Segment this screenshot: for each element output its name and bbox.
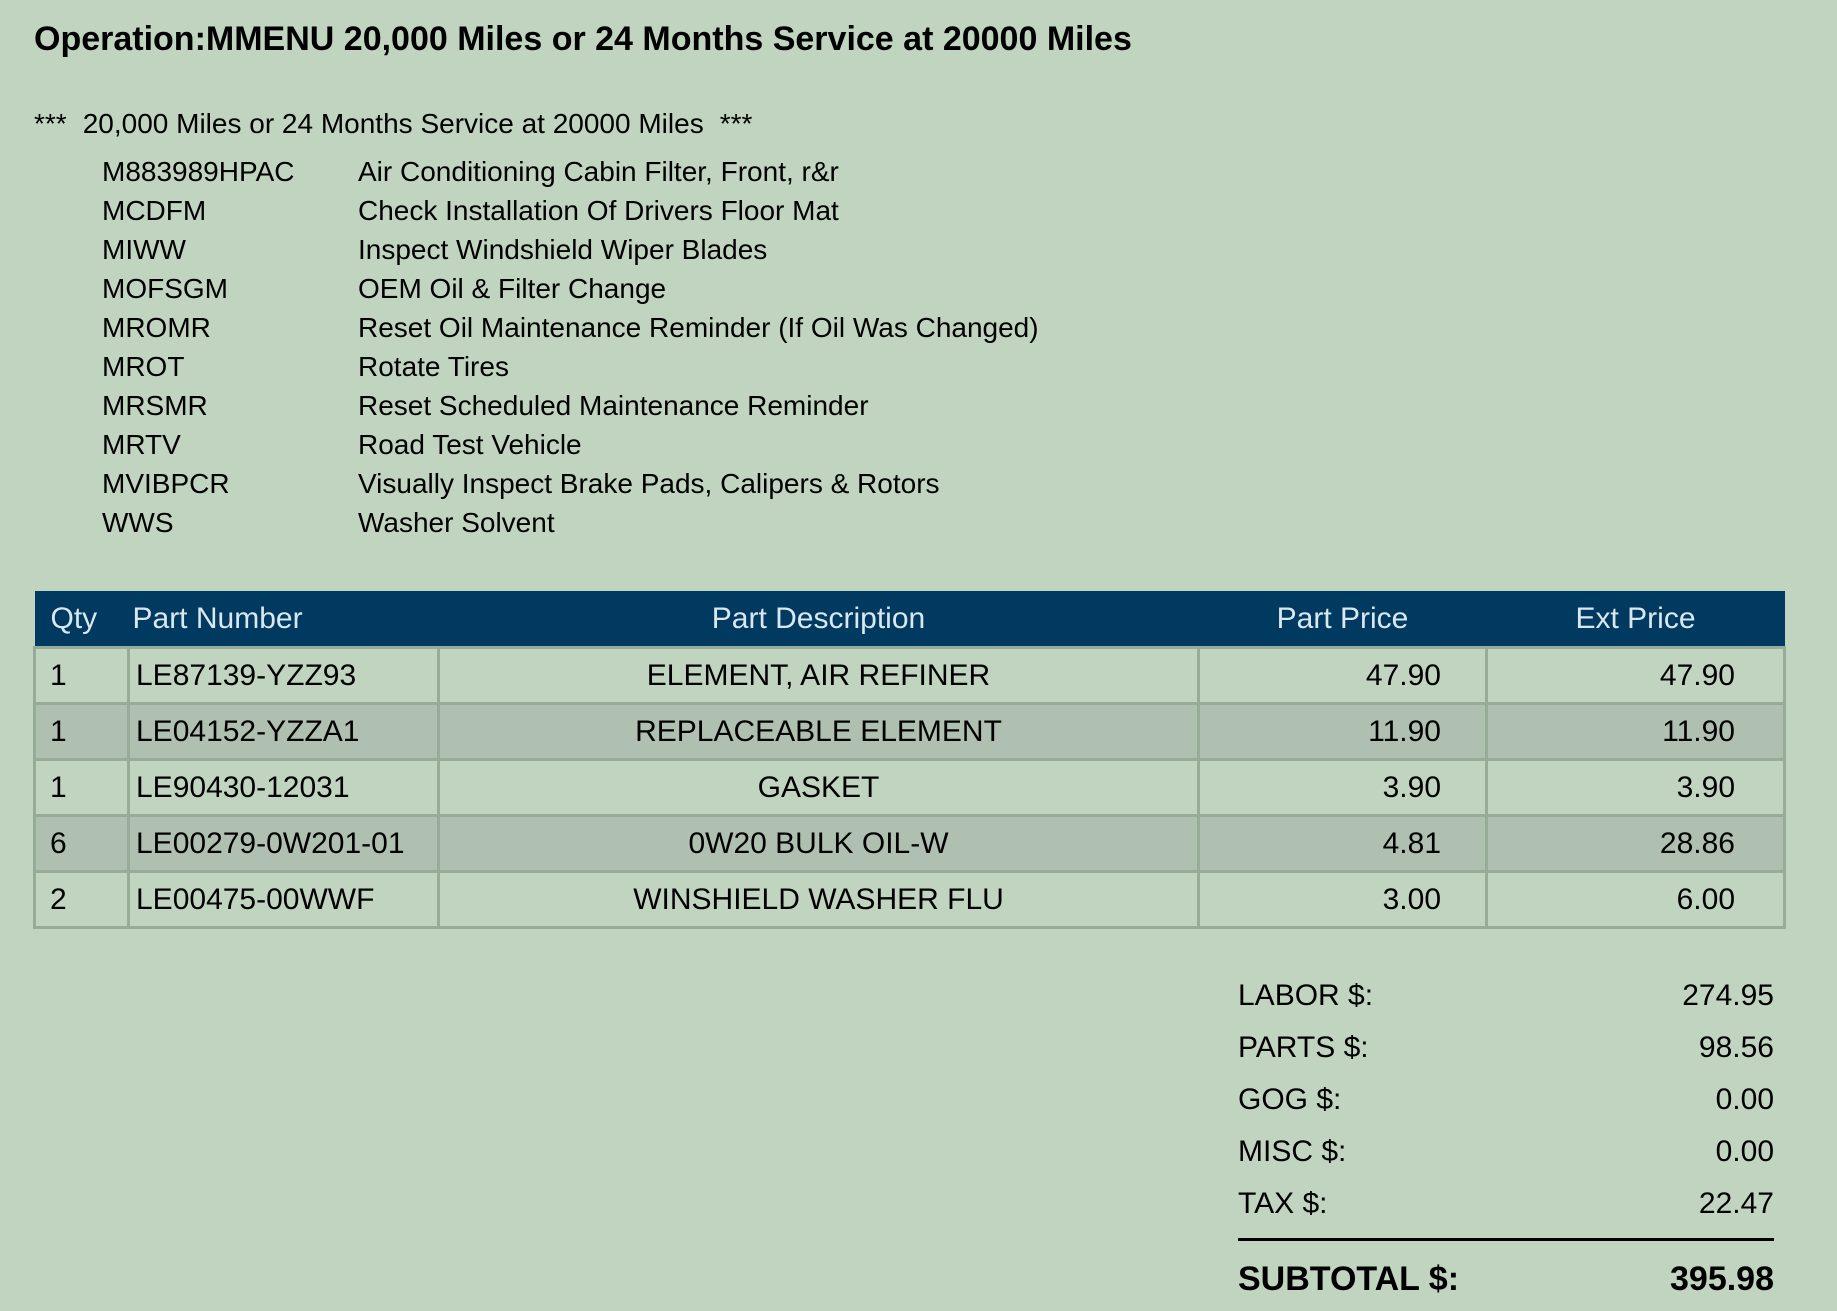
cell-part-price: 3.00 bbox=[1197, 870, 1488, 929]
operation-item: MRSMR Reset Scheduled Maintenance Reminde… bbox=[102, 386, 1202, 425]
totals-summary: LABOR $: 274.95 PARTS $: 98.56 GOG $: 0.… bbox=[1238, 970, 1774, 1309]
total-labor-label: LABOR $: bbox=[1238, 979, 1374, 1012]
cell-qty: 2 bbox=[33, 870, 130, 929]
cell-part-description: REPLACEABLE ELEMENT bbox=[437, 702, 1200, 761]
operation-item: M883989HPAC Air Conditioning Cabin Filter… bbox=[102, 152, 1202, 191]
cell-part-number: LE04152-YZZA1 bbox=[127, 702, 440, 761]
cell-ext-price: 6.00 bbox=[1485, 870, 1786, 929]
cell-part-description: 0W20 BULK OIL-W bbox=[437, 814, 1200, 873]
operation-code: M883989HPAC bbox=[102, 155, 295, 187]
operation-description: Air Conditioning Cabin Filter, Front, r&… bbox=[358, 155, 839, 187]
operation-description: Reset Scheduled Maintenance Reminder bbox=[358, 389, 869, 421]
table-row: 1 LE90430-12031 GASKET 3.90 3.90 bbox=[33, 758, 1786, 817]
table-row: 2 LE00475-00WWF WINSHIELD WASHER FLU 3.0… bbox=[33, 870, 1786, 929]
table-row: 6 LE00279-0W201-01 0W20 BULK OIL-W 4.81 … bbox=[33, 814, 1786, 873]
total-misc: MISC $: 0.00 bbox=[1238, 1126, 1774, 1178]
operation-item: MROT Rotate Tires bbox=[102, 347, 1202, 386]
service-subtitle: *** 20,000 Miles or 24 Months Service at … bbox=[34, 108, 752, 140]
subtitle-text: 20,000 Miles or 24 Months Service at 200… bbox=[82, 108, 704, 139]
operation-item: MCDFM Check Installation Of Drivers Floor… bbox=[102, 191, 1202, 230]
totals-divider bbox=[1238, 1238, 1774, 1241]
operation-code: MCDFM bbox=[102, 194, 207, 226]
cell-qty: 6 bbox=[33, 814, 130, 873]
cell-qty: 1 bbox=[33, 702, 130, 761]
cell-part-description: WINSHIELD WASHER FLU bbox=[437, 870, 1200, 929]
total-subtotal: SUBTOTAL $: 395.98 bbox=[1238, 1249, 1774, 1309]
operation-code: MIWW bbox=[102, 233, 186, 265]
cell-part-number: LE87139-YZZ93 bbox=[127, 646, 440, 705]
subtitle-stars-right: *** bbox=[719, 108, 753, 139]
header-part-price: Part Price bbox=[1198, 591, 1487, 648]
operation-item: MROMR Reset Oil Maintenance Reminder (If … bbox=[102, 308, 1202, 347]
total-labor-value: 274.95 bbox=[1682, 979, 1774, 1012]
operation-description: Road Test Vehicle bbox=[358, 428, 582, 460]
operation-name: MMENU 20,000 Miles or 24 Months Service … bbox=[205, 20, 1132, 58]
parts-table: Qty Part Number Part Description Part Pr… bbox=[33, 591, 1786, 929]
total-subtotal-value: 395.98 bbox=[1670, 1259, 1774, 1298]
operation-description: Check Installation Of Drivers Floor Mat bbox=[358, 194, 839, 226]
total-tax-label: TAX $: bbox=[1238, 1187, 1328, 1220]
operation-title: Operation:MMENU 20,000 Miles or 24 Month… bbox=[34, 20, 1132, 59]
cell-qty: 1 bbox=[33, 758, 130, 817]
cell-part-number: LE00475-00WWF bbox=[127, 870, 440, 929]
total-subtotal-label: SUBTOTAL $: bbox=[1238, 1259, 1460, 1298]
cell-ext-price: 47.90 bbox=[1485, 646, 1786, 705]
operation-code: WWS bbox=[102, 506, 174, 538]
operation-code: MRTV bbox=[102, 428, 181, 460]
operation-description: Inspect Windshield Wiper Blades bbox=[358, 233, 768, 265]
operation-item: MVIBPCR Visually Inspect Brake Pads, Cali… bbox=[102, 464, 1202, 503]
operation-description: Reset Oil Maintenance Reminder (If Oil W… bbox=[358, 311, 1039, 343]
header-part-number: Part Number bbox=[128, 591, 439, 648]
operation-item: MRTV Road Test Vehicle bbox=[102, 425, 1202, 464]
cell-part-number: LE90430-12031 bbox=[127, 758, 440, 817]
cell-part-description: GASKET bbox=[437, 758, 1200, 817]
operation-code: MOFSGM bbox=[102, 272, 228, 304]
operation-item: MIWW Inspect Windshield Wiper Blades bbox=[102, 230, 1202, 269]
total-parts: PARTS $: 98.56 bbox=[1238, 1022, 1774, 1074]
parts-table-header: Qty Part Number Part Description Part Pr… bbox=[34, 591, 1785, 648]
operation-label: Operation: bbox=[34, 20, 206, 58]
operation-code: MROT bbox=[102, 350, 185, 382]
operation-code: MROMR bbox=[102, 311, 211, 343]
total-parts-label: PARTS $: bbox=[1238, 1031, 1369, 1064]
cell-ext-price: 28.86 bbox=[1485, 814, 1786, 873]
cell-part-price: 47.90 bbox=[1197, 646, 1488, 705]
operation-description: Visually Inspect Brake Pads, Calipers & … bbox=[358, 467, 940, 499]
cell-part-price: 3.90 bbox=[1197, 758, 1488, 817]
cell-ext-price: 3.90 bbox=[1485, 758, 1786, 817]
operation-description: Rotate Tires bbox=[358, 350, 509, 382]
header-part-description: Part Description bbox=[438, 591, 1199, 648]
header-ext-price: Ext Price bbox=[1486, 591, 1785, 648]
header-qty: Qty bbox=[34, 591, 129, 648]
total-misc-label: MISC $: bbox=[1238, 1135, 1347, 1168]
cell-qty: 1 bbox=[33, 646, 130, 705]
cell-part-description: ELEMENT, AIR REFINER bbox=[437, 646, 1200, 705]
cell-part-price: 4.81 bbox=[1197, 814, 1488, 873]
operations-list: M883989HPAC Air Conditioning Cabin Filter… bbox=[102, 152, 1202, 542]
cell-part-number: LE00279-0W201-01 bbox=[127, 814, 440, 873]
table-row: 1 LE87139-YZZ93 ELEMENT, AIR REFINER 47.… bbox=[33, 646, 1786, 705]
table-row: 1 LE04152-YZZA1 REPLACEABLE ELEMENT 11.9… bbox=[33, 702, 1786, 761]
cell-part-price: 11.90 bbox=[1197, 702, 1488, 761]
operation-description: Washer Solvent bbox=[358, 506, 555, 538]
total-tax-value: 22.47 bbox=[1698, 1187, 1774, 1220]
operation-item: WWS Washer Solvent bbox=[102, 503, 1202, 542]
total-gog: GOG $: 0.00 bbox=[1238, 1074, 1774, 1126]
total-gog-value: 0.00 bbox=[1715, 1083, 1774, 1116]
cell-ext-price: 11.90 bbox=[1485, 702, 1786, 761]
total-gog-label: GOG $: bbox=[1238, 1083, 1342, 1116]
operation-code: MVIBPCR bbox=[102, 467, 230, 499]
total-labor: LABOR $: 274.95 bbox=[1238, 970, 1774, 1022]
operation-code: MRSMR bbox=[102, 389, 208, 421]
subtitle-stars-left: *** bbox=[34, 108, 67, 139]
operation-description: OEM Oil & Filter Change bbox=[358, 272, 667, 304]
total-parts-value: 98.56 bbox=[1698, 1031, 1774, 1064]
operation-item: MOFSGM OEM Oil & Filter Change bbox=[102, 269, 1202, 308]
total-tax: TAX $: 22.47 bbox=[1238, 1178, 1774, 1230]
total-misc-value: 0.00 bbox=[1715, 1135, 1774, 1168]
